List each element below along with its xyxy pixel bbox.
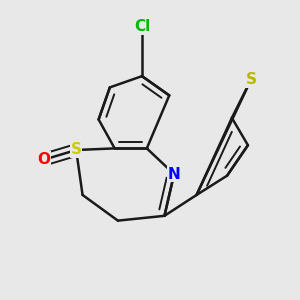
Text: Cl: Cl xyxy=(134,19,150,34)
Text: S: S xyxy=(246,72,256,87)
Text: S: S xyxy=(70,142,82,158)
Text: O: O xyxy=(38,152,50,167)
Text: N: N xyxy=(168,167,181,182)
